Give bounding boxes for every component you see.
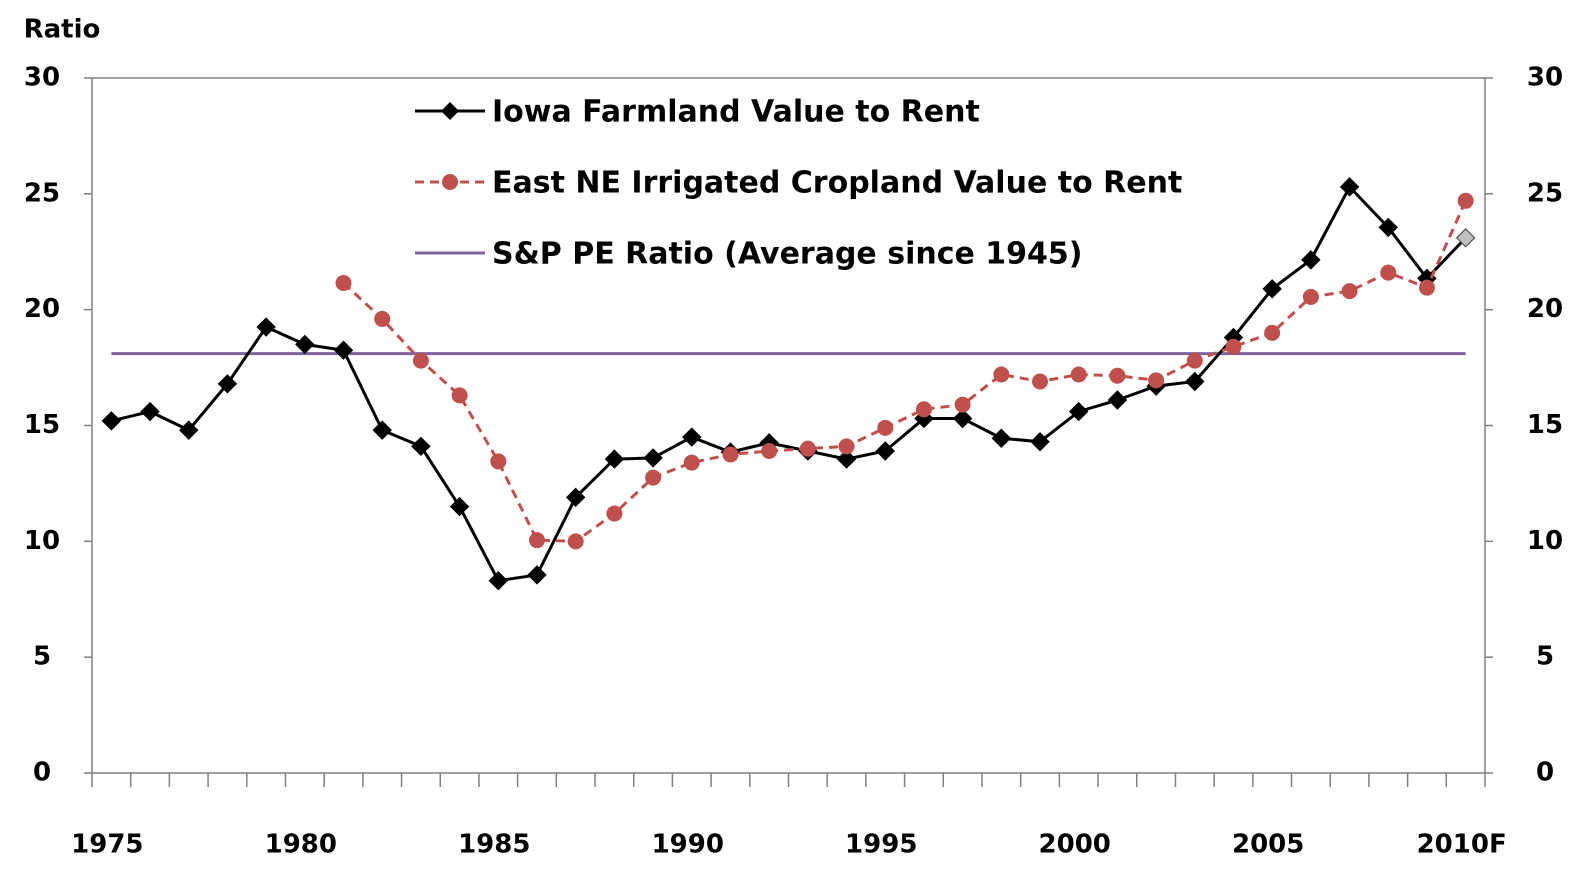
y2-tick-label: 15 — [1527, 410, 1563, 440]
legend-label: East NE Irrigated Cropland Value to Rent — [492, 166, 1182, 201]
x-tick-label: 2010F — [1417, 830, 1507, 860]
series-line — [342, 200, 1468, 543]
x-tick-label: 2005 — [1232, 830, 1304, 860]
y2-tick-label: 10 — [1527, 526, 1563, 556]
data-point — [1185, 371, 1205, 392]
data-point — [1032, 373, 1049, 390]
data-point — [838, 438, 855, 455]
y2-tick-label: 30 — [1527, 63, 1563, 93]
data-point — [606, 505, 623, 522]
data-point — [1107, 390, 1128, 410]
y-tick-label: 15 — [24, 410, 60, 440]
data-point — [1455, 228, 1476, 248]
data-point — [411, 436, 431, 457]
legend-marker — [442, 174, 458, 190]
y-tick-label: 30 — [24, 63, 60, 93]
y-axis-label: Ratio — [24, 15, 101, 45]
data-point — [1264, 324, 1281, 341]
legend-label: Iowa Farmland Value to Rent — [492, 95, 980, 130]
x-tick-label: 1990 — [652, 830, 724, 860]
data-point — [1225, 338, 1242, 355]
data-point — [451, 387, 468, 404]
data-point — [722, 446, 739, 463]
data-point — [993, 366, 1010, 383]
y2-tick-label: 25 — [1527, 178, 1563, 208]
data-point — [1380, 264, 1397, 281]
data-point — [1339, 177, 1360, 197]
data-point — [643, 448, 663, 468]
data-point — [412, 352, 429, 369]
data-point — [1070, 366, 1087, 383]
data-point — [374, 310, 391, 327]
data-point — [490, 453, 507, 470]
y-tick-label: 5 — [33, 642, 51, 672]
data-point — [333, 340, 354, 360]
data-point — [836, 449, 857, 469]
data-point — [915, 401, 932, 418]
x-tick-label: 1975 — [71, 830, 143, 860]
data-point — [1302, 288, 1319, 305]
x-tick-label: 2000 — [1039, 830, 1111, 860]
y-tick-label: 10 — [24, 526, 60, 556]
data-point — [565, 487, 586, 508]
data-point — [256, 317, 276, 337]
data-point — [567, 533, 584, 550]
y2-tick-label: 5 — [1536, 642, 1554, 672]
data-point — [372, 420, 392, 440]
data-point — [1457, 192, 1474, 209]
data-point — [1418, 279, 1435, 296]
data-point — [1148, 372, 1165, 389]
y-tick-label: 20 — [24, 294, 60, 324]
data-point — [527, 565, 547, 585]
data-point — [140, 401, 160, 422]
data-point — [604, 449, 625, 469]
data-point — [1301, 250, 1321, 270]
y2-tick-label: 0 — [1536, 758, 1554, 788]
data-point — [1186, 352, 1203, 369]
data-point — [645, 469, 662, 486]
data-point — [1378, 217, 1398, 238]
y2-tick-label: 20 — [1527, 294, 1563, 324]
data-point — [877, 419, 894, 436]
x-tick-label: 1985 — [458, 830, 530, 860]
data-point — [1109, 367, 1126, 384]
data-point — [1030, 432, 1050, 452]
legend-label: S&P PE Ratio (Average since 1945) — [492, 237, 1083, 272]
legend-marker — [441, 102, 459, 120]
data-point — [217, 374, 238, 394]
data-point — [1069, 401, 1089, 422]
y-tick-label: 0 — [33, 758, 51, 788]
data-point — [179, 420, 199, 440]
data-point — [991, 428, 1012, 448]
y-tick-label: 25 — [24, 178, 60, 208]
data-point — [295, 334, 315, 355]
data-point — [954, 396, 971, 413]
data-point — [952, 408, 973, 429]
data-point — [1262, 279, 1282, 299]
data-point — [449, 496, 470, 517]
data-point — [488, 571, 508, 591]
data-point — [683, 454, 700, 471]
data-point — [761, 442, 778, 459]
data-point — [335, 275, 352, 292]
data-point — [528, 532, 545, 549]
x-tick-label: 1980 — [265, 830, 337, 860]
data-point — [101, 411, 122, 431]
data-point — [1341, 283, 1358, 300]
x-tick-label: 1995 — [845, 830, 917, 860]
data-point — [875, 441, 895, 461]
data-point — [682, 427, 702, 447]
data-point — [799, 440, 816, 457]
